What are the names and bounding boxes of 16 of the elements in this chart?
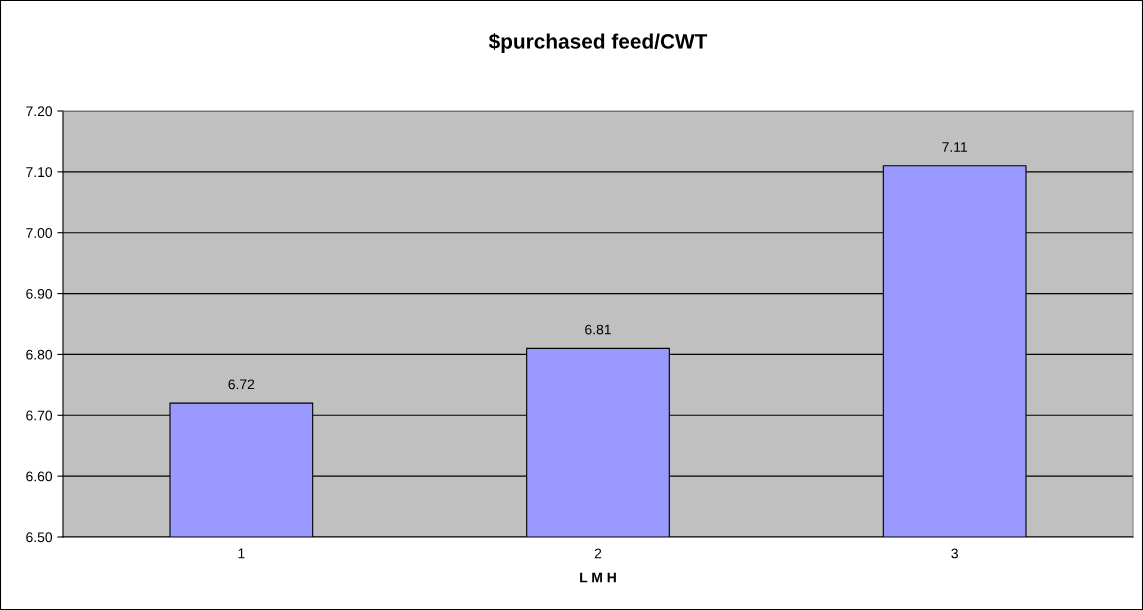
data-label: 6.72 — [228, 379, 255, 390]
x-axis-title: L M H — [580, 572, 616, 583]
x-tick-label: 3 — [951, 548, 958, 559]
y-tick-label: 7.20 — [26, 106, 53, 117]
x-tick-label: 2 — [594, 548, 602, 559]
y-tick-label: 6.80 — [26, 349, 53, 360]
data-label: 7.11 — [942, 142, 967, 152]
data-label: 6.81 — [585, 324, 611, 335]
y-tick-label: 6.60 — [26, 471, 53, 482]
x-tick-label: 1 — [238, 548, 245, 559]
y-tick-label: 7.10 — [26, 167, 53, 178]
chart-title: $purchased feed/CWT — [488, 33, 708, 53]
y-tick-label: 7.00 — [26, 228, 53, 238]
y-tick-label: 6.70 — [26, 410, 53, 421]
y-tick-label: 6.90 — [26, 288, 53, 299]
y-tick-label: 6.50 — [26, 532, 53, 543]
